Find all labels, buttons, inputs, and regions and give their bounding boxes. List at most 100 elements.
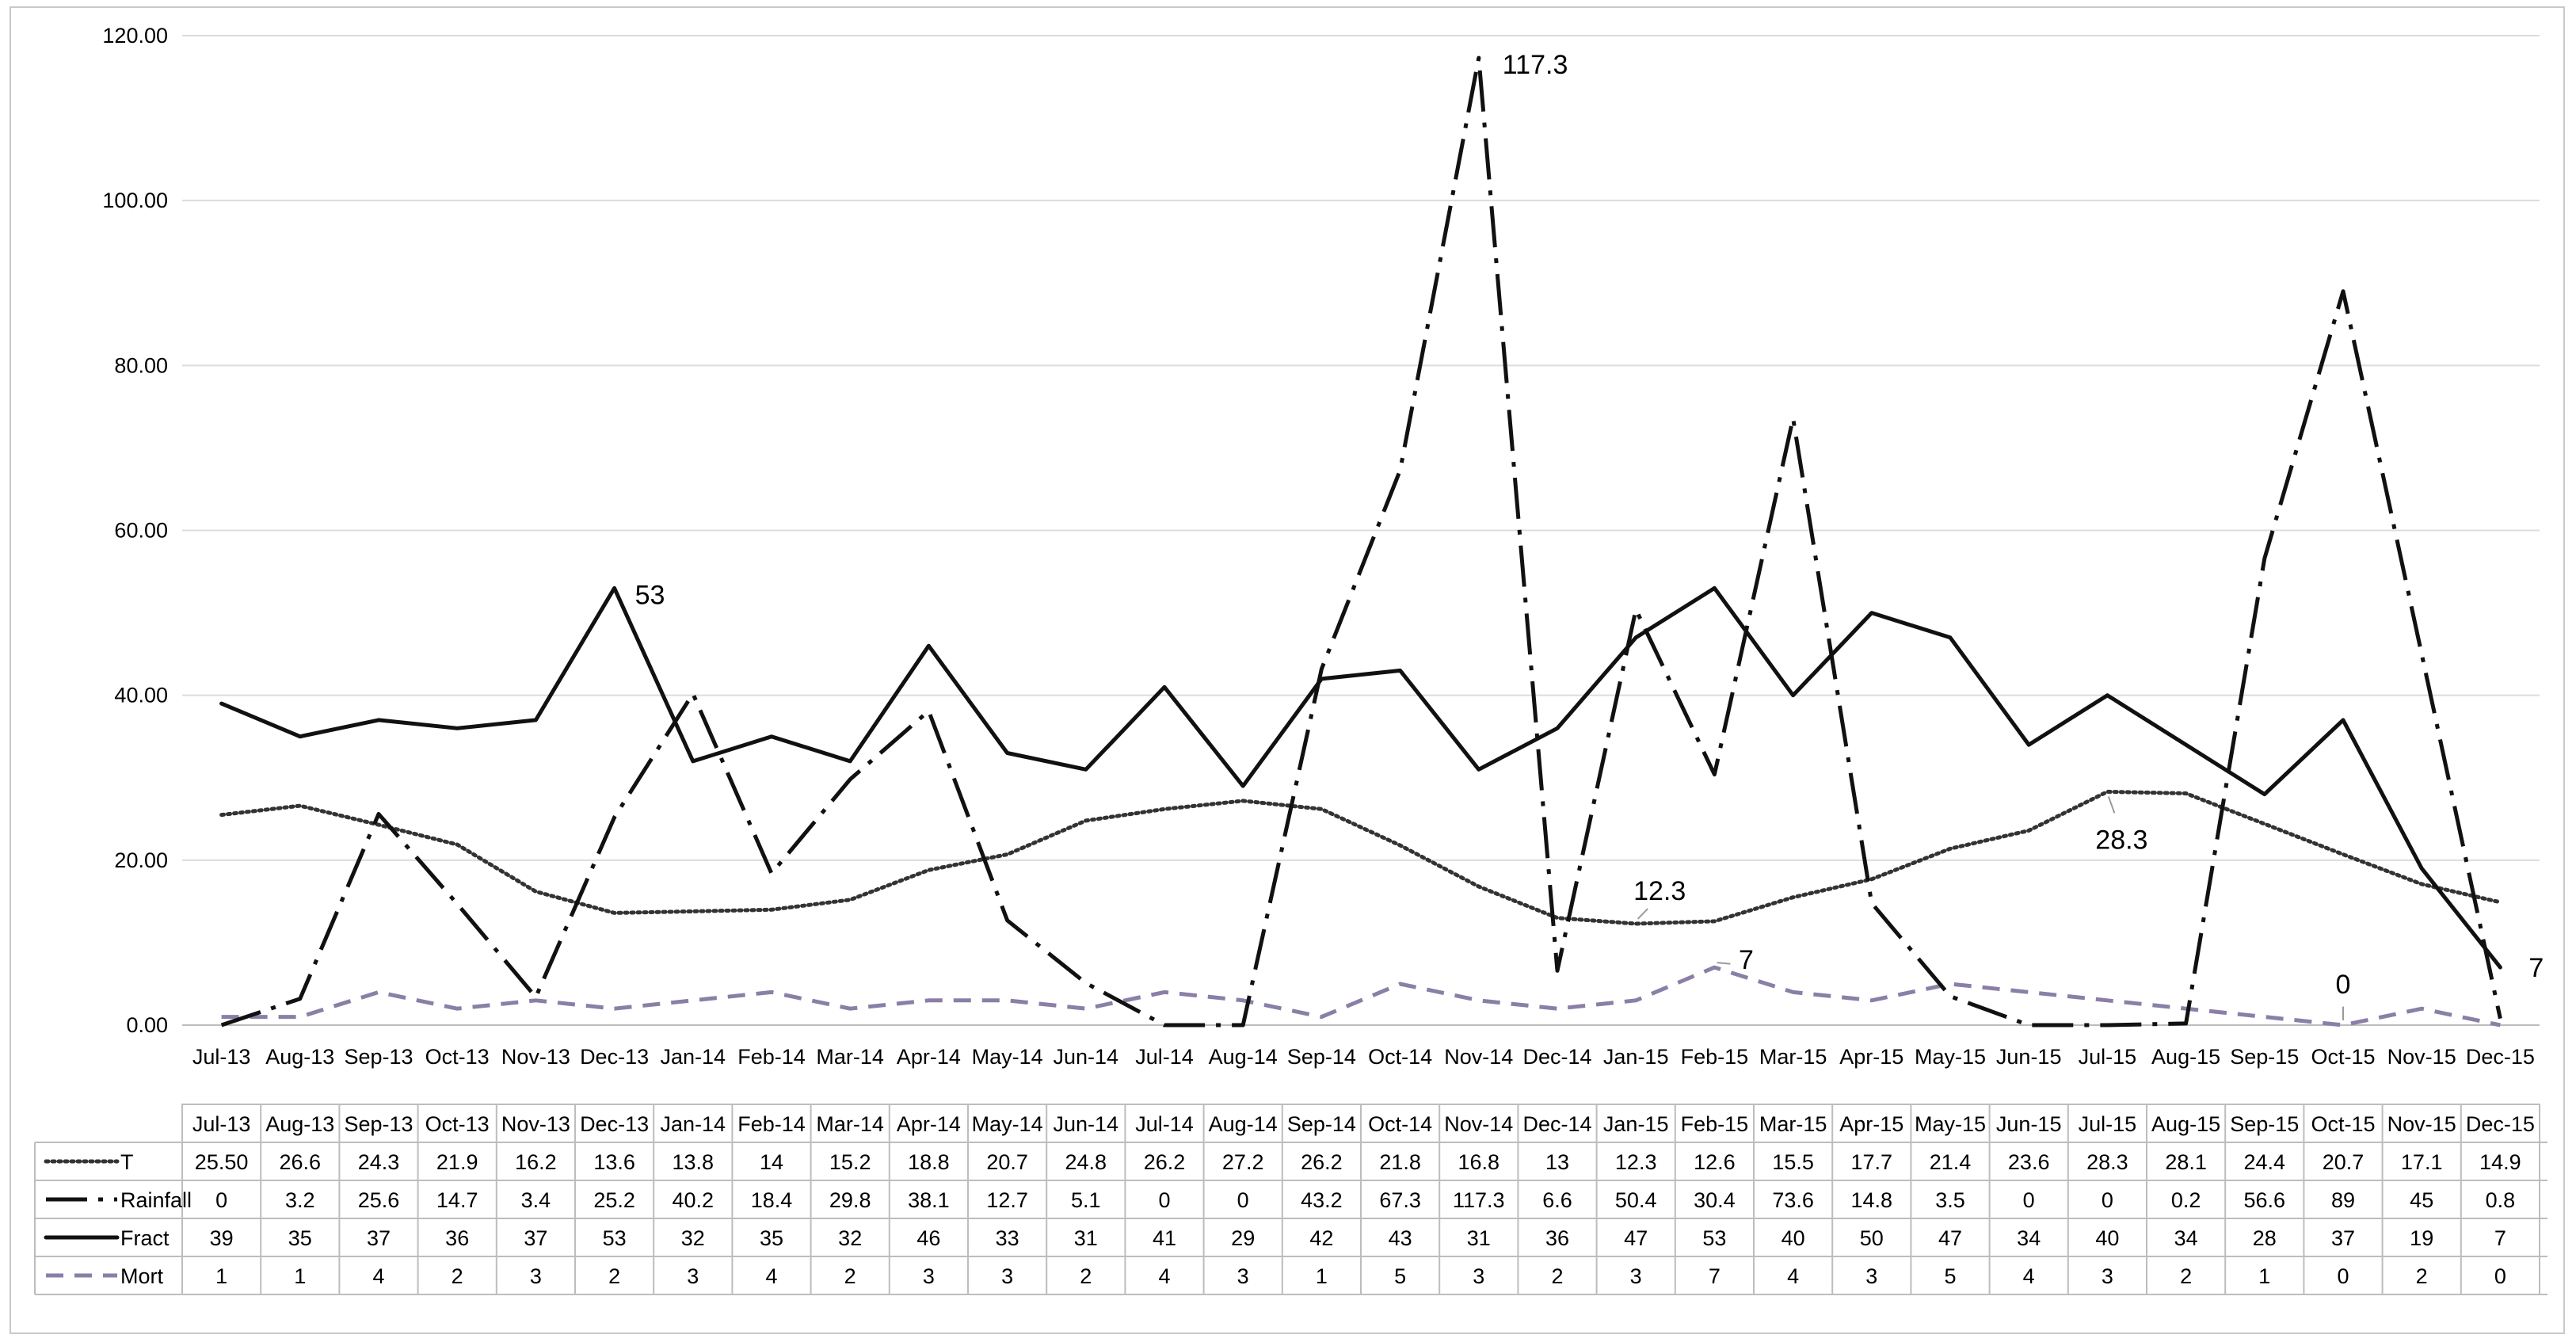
table-cell: 0.2	[2171, 1188, 2201, 1212]
annotation-label: 0	[2336, 970, 2351, 1000]
table-cell: 5	[1394, 1264, 1406, 1288]
table-cell: 13.8	[673, 1150, 714, 1174]
annotation-label: 117.3	[1503, 50, 1568, 80]
table-cell: 31	[1074, 1226, 1098, 1250]
table-header-cell: Feb-14	[737, 1112, 806, 1136]
table-cell: 4	[1158, 1264, 1170, 1288]
legend-label-mort: Mort	[120, 1264, 163, 1288]
table-cell: 18.4	[751, 1188, 793, 1212]
table-cell: 14.9	[2479, 1150, 2521, 1174]
table-cell: 4	[2023, 1264, 2035, 1288]
x-tick-label: Oct-15	[2311, 1045, 2375, 1069]
x-tick-label: May-15	[1915, 1045, 1986, 1069]
table-cell: 40	[1781, 1226, 1805, 1250]
table-cell: 47	[1624, 1226, 1648, 1250]
table-cell: 16.8	[1458, 1150, 1500, 1174]
table-header-cell: Aug-15	[2151, 1112, 2220, 1136]
chart-frame: 0.00 20.00 40.00 60.00 80.00 100.00 120.00 Jul…	[10, 6, 2565, 1334]
table-cell: 3	[1001, 1264, 1013, 1288]
table-header-cell: Sep-15	[2230, 1112, 2299, 1136]
table-cell: 2	[608, 1264, 620, 1288]
table-header-cell: Dec-14	[1522, 1112, 1591, 1136]
table-header-cell: May-15	[1915, 1112, 1986, 1136]
table-cell: 5	[1944, 1264, 1956, 1288]
x-tick-label: Mar-14	[816, 1045, 884, 1069]
table-cell: 4	[1787, 1264, 1799, 1288]
table-cell: 31	[1467, 1226, 1491, 1250]
y-tick-label: 20.00	[114, 848, 168, 872]
table-cell: 14.7	[436, 1188, 478, 1212]
x-tick-label: May-14	[972, 1045, 1043, 1069]
table-cell: 3	[1237, 1264, 1249, 1288]
table-cell: 26.6	[280, 1150, 322, 1174]
table-header-cell: Nov-14	[1444, 1112, 1513, 1136]
x-tick-label: Jan-14	[661, 1045, 726, 1069]
table-header-cell: Jul-14	[1135, 1112, 1194, 1136]
table-header-cell: Jan-14	[661, 1112, 726, 1136]
annotation-label: 28.3	[2095, 825, 2147, 855]
table-header-cell: Jun-15	[1996, 1112, 2062, 1136]
series-line-mort	[221, 965, 2501, 1027]
table-cell: 53	[1702, 1226, 1726, 1250]
table-header-cell: Nov-15	[2387, 1112, 2456, 1136]
x-tick-label: Oct-14	[1368, 1045, 1432, 1069]
y-tick-label: 40.00	[114, 684, 168, 707]
table-cell: 1	[1316, 1264, 1328, 1288]
table-cell: 42	[1309, 1226, 1333, 1250]
table-cell: 2	[1080, 1264, 1092, 1288]
table-cell: 32	[838, 1226, 862, 1250]
table-cell: 36	[445, 1226, 469, 1250]
table-cell: 14	[760, 1150, 783, 1174]
table-cell: 89	[2331, 1188, 2355, 1212]
x-tick-label: Aug-14	[1209, 1045, 1278, 1069]
table-header-cell: Oct-13	[425, 1112, 490, 1136]
table-header-cell: Mar-15	[1759, 1112, 1827, 1136]
table-cell: 0	[2102, 1188, 2113, 1212]
table-cell: 35	[288, 1226, 312, 1250]
y-tick-label: 0.00	[126, 1013, 168, 1037]
table-cell: 1	[2258, 1264, 2270, 1288]
table-header-cell: Jul-13	[192, 1112, 251, 1136]
x-tick-label: Jul-14	[1135, 1045, 1194, 1069]
table-cell: 5.1	[1071, 1188, 1101, 1212]
table-cell: 30.4	[1694, 1188, 1736, 1212]
table-cell: 0	[2023, 1188, 2035, 1212]
table-cell: 26.2	[1144, 1150, 1186, 1174]
table-cell: 24.8	[1065, 1150, 1107, 1174]
table-cell: 25.6	[358, 1188, 400, 1212]
table-header-cell: Oct-14	[1368, 1112, 1432, 1136]
table-cell: 39	[210, 1226, 234, 1250]
table-header-cell: Oct-15	[2311, 1112, 2375, 1136]
table-cell: 3.5	[1935, 1188, 1965, 1212]
table-cell: 50	[1860, 1226, 1884, 1250]
table-cell: 41	[1153, 1226, 1176, 1250]
table-cell: 43.2	[1301, 1188, 1343, 1212]
series-line-rainfall	[220, 55, 2502, 1027]
table-cell: 21.4	[1930, 1150, 1972, 1174]
table-cell: 33	[996, 1226, 1019, 1250]
annotation-label: 7	[1739, 945, 1754, 975]
table-header-cell: Feb-15	[1681, 1112, 1749, 1136]
table-cell: 117.3	[1453, 1188, 1505, 1212]
table-cell: 3	[2102, 1264, 2113, 1288]
x-tick-label: Dec-13	[580, 1045, 649, 1069]
table-header-cell: Jan-15	[1603, 1112, 1669, 1136]
x-tick-label: Apr-14	[897, 1045, 961, 1069]
table-cell: 25.2	[593, 1188, 635, 1212]
table-cell: 1	[215, 1264, 227, 1288]
table-cell: 20.7	[2323, 1150, 2365, 1174]
table-cell: 50.4	[1615, 1188, 1657, 1212]
table-cell: 19	[2410, 1226, 2433, 1250]
table-cell: 34	[2174, 1226, 2198, 1250]
table-cell: 17.1	[2401, 1150, 2443, 1174]
x-tick-label: Jun-14	[1054, 1045, 1119, 1069]
table-cell: 2	[844, 1264, 856, 1288]
x-tick-label: Jan-15	[1603, 1045, 1669, 1069]
table-cell: 36	[1545, 1226, 1569, 1250]
table-cell: 24.3	[358, 1150, 400, 1174]
y-tick-label: 80.00	[114, 353, 168, 377]
table-cell: 53	[603, 1226, 627, 1250]
x-tick-label: Jul-15	[2079, 1045, 2137, 1069]
line-chart: 0.00 20.00 40.00 60.00 80.00 100.00 120.00 Jul…	[34, 24, 2547, 1295]
table-cell: 2	[2180, 1264, 2192, 1288]
